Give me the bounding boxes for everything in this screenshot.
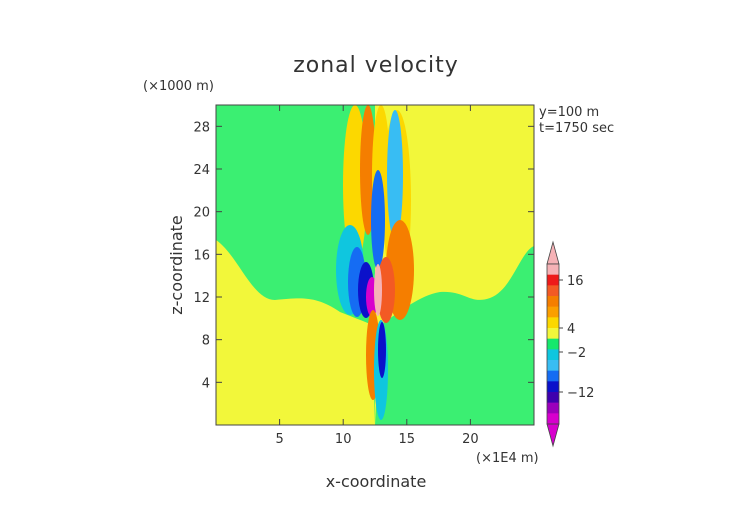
plume-lobe-13 xyxy=(374,264,382,316)
colorbar-frame xyxy=(546,263,560,425)
plot-frame xyxy=(215,104,535,426)
colorbar-segment xyxy=(547,296,559,307)
colorbar-segment xyxy=(547,381,559,393)
colorbar-segment xyxy=(547,349,559,361)
annotation-y: y=100 m xyxy=(539,105,599,120)
plume-lobe-7 xyxy=(371,170,385,270)
colorbar-segment xyxy=(547,392,559,403)
plume-lobe-5 xyxy=(387,110,403,240)
y-unit-label: (×1000 m) xyxy=(143,79,214,94)
region-lower-left xyxy=(216,240,375,425)
colorbar-tick-label: 16 xyxy=(567,274,584,289)
colorbar-segment xyxy=(547,264,559,275)
colorbar-tick-label: 4 xyxy=(567,322,575,337)
colorbar-segment xyxy=(547,306,559,318)
region-lower-right xyxy=(375,246,534,425)
colorbar-segment xyxy=(547,360,559,371)
colorbar-tick-label: −2 xyxy=(567,346,586,361)
annotation-t: t=1750 sec xyxy=(539,121,614,136)
x-axis-label: x-coordinate xyxy=(326,472,427,491)
colorbar-segment xyxy=(547,274,559,286)
y-axis-label: z-coordinate xyxy=(167,215,186,315)
x-tick-label: 5 xyxy=(275,432,283,447)
plume-lobe-12 xyxy=(377,257,395,323)
y-tick-label: 20 xyxy=(193,206,210,221)
y-tick-label: 28 xyxy=(193,120,210,135)
x-tick-label: 15 xyxy=(399,432,416,447)
colorbar-segment xyxy=(547,285,559,297)
heatmap-field xyxy=(216,105,534,425)
x-tick-label: 20 xyxy=(462,432,479,447)
colorbar-segment xyxy=(547,370,559,382)
y-tick-label: 12 xyxy=(193,291,210,306)
colorbar-arrow-bottom xyxy=(546,423,560,448)
colorbar-segment xyxy=(547,317,559,329)
colorbar-segment xyxy=(547,402,559,414)
x-unit-label: (×1E4 m) xyxy=(476,451,539,466)
x-tick-label: 10 xyxy=(335,432,352,447)
y-tick-label: 16 xyxy=(193,248,210,263)
colorbar-arrow-top xyxy=(546,240,560,265)
y-tick-label: 24 xyxy=(193,163,210,178)
chart-title: zonal velocity xyxy=(293,53,459,78)
y-tick-label: 4 xyxy=(202,376,210,391)
y-axis-ticks: 4 8 12 16 20 24 28 xyxy=(193,120,534,391)
y-tick-label: 8 xyxy=(202,334,210,349)
x-axis-ticks: 5 10 15 20 xyxy=(275,105,479,447)
colorbar-segment xyxy=(547,338,559,350)
plume-lobe-16 xyxy=(378,322,386,378)
colorbar-tick-label: −12 xyxy=(567,386,594,401)
colorbar-segment xyxy=(547,328,559,339)
colorbar: 16 4 −2 −12 xyxy=(546,240,594,448)
colorbar-segment xyxy=(547,413,559,425)
